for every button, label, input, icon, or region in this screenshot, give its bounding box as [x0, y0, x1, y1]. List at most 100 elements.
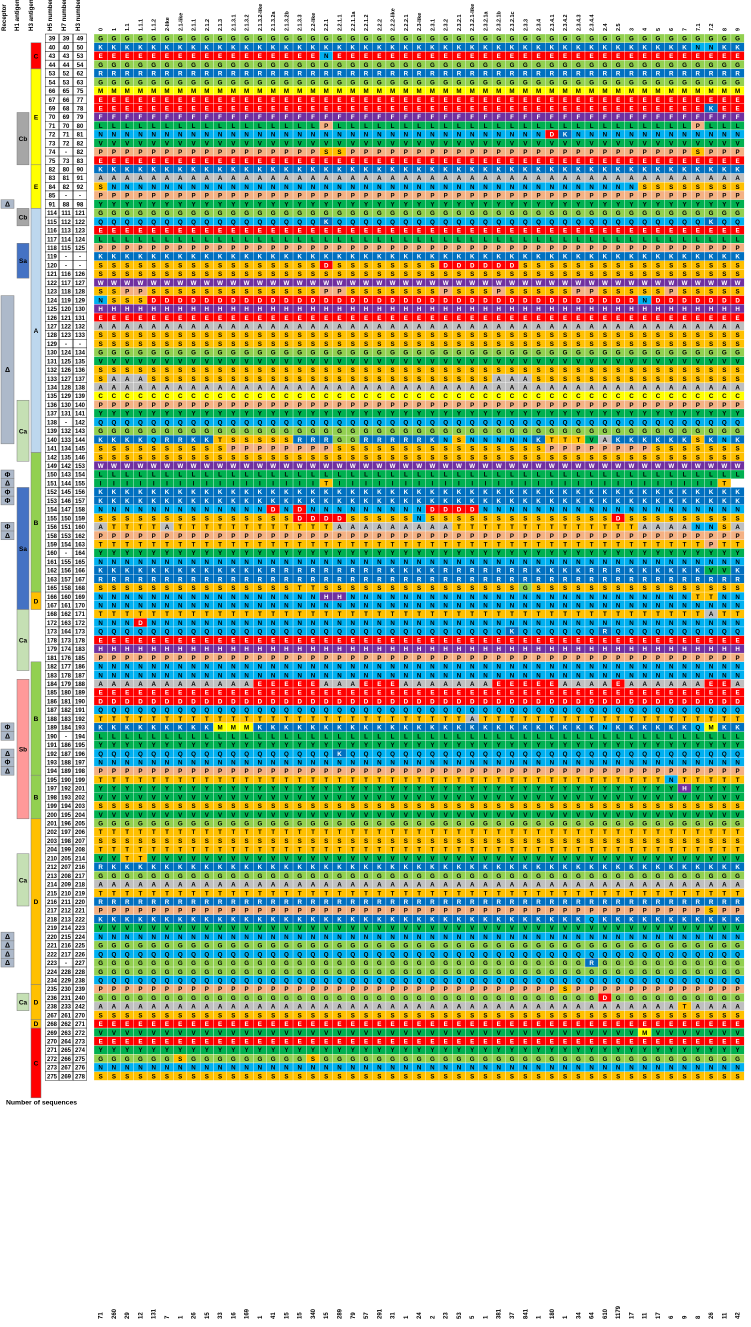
residue-letter: P	[590, 402, 594, 409]
residue-letter: N	[165, 132, 170, 139]
residue-letter: K	[324, 44, 329, 51]
residue-letter: S	[324, 271, 328, 278]
residue-letter: E	[682, 158, 686, 165]
residue-letter: S	[417, 332, 421, 339]
residue-letter: P	[444, 245, 448, 252]
clade-label: 2.1.1	[192, 19, 198, 31]
residue-letter: S	[258, 289, 262, 296]
residue-letter: P	[404, 149, 408, 156]
residue-letter: E	[736, 228, 740, 235]
residue-letter: L	[324, 236, 328, 243]
residue-letter: S	[497, 332, 501, 339]
residue-letter: E	[682, 228, 686, 235]
residue-letter: E	[563, 105, 567, 112]
residue-letter: E	[311, 105, 315, 112]
residue-letter: K	[205, 254, 210, 261]
residue-letter: P	[112, 402, 116, 409]
residue-letter: Q	[257, 419, 262, 426]
residue-letter: G	[284, 428, 289, 435]
residue-letter: E	[311, 97, 315, 104]
residue-letter: R	[417, 71, 422, 78]
residue-letter: G	[523, 79, 528, 86]
residue-letter: K	[231, 254, 236, 261]
residue-letter: E	[696, 105, 700, 112]
residue-letter: P	[563, 149, 567, 156]
residue-letter: A	[112, 385, 117, 392]
residue-letter: G	[417, 79, 422, 86]
residue-letter: G	[231, 36, 236, 43]
residue-letter: C	[603, 393, 608, 400]
clade-label: 2.3.2.1a	[483, 11, 489, 31]
residue-letter: R	[576, 71, 581, 78]
residue-letter: L	[231, 123, 235, 130]
residue-letter: S	[112, 271, 116, 278]
residue-letter: S	[483, 367, 487, 374]
residue-letter: P	[112, 193, 116, 200]
clade-label: 2.1.3.2-like	[258, 4, 264, 31]
residue-letter: N	[205, 184, 210, 191]
residue-letter: S	[218, 271, 222, 278]
residue-letter: E	[364, 228, 368, 235]
residue-letter: K	[125, 44, 130, 51]
residue-letter: W	[735, 280, 741, 287]
clade-label: 3	[629, 28, 635, 31]
residue-letter: S	[404, 271, 408, 278]
residue-letter: G	[165, 62, 170, 69]
residue-letter: L	[563, 236, 567, 243]
residue-letter: A	[682, 323, 687, 330]
residue-letter: R	[337, 71, 342, 78]
residue-letter: S	[709, 271, 713, 278]
residue-letter: E	[643, 228, 647, 235]
residue-letter: L	[338, 123, 342, 130]
residue-letter: C	[165, 393, 170, 400]
residue-letter: S	[99, 341, 103, 348]
residue-letter: P	[536, 402, 540, 409]
position-number: -	[65, 342, 67, 348]
residue-letter: Q	[377, 419, 382, 426]
residue-letter: A	[430, 323, 435, 330]
residue-letter: E	[497, 97, 501, 104]
residue-letter: S	[99, 367, 103, 374]
residue-letter: N	[443, 184, 448, 191]
residue-letter: A	[125, 323, 130, 330]
residue-letter: Q	[231, 419, 236, 426]
residue-letter: C	[616, 393, 621, 400]
residue-letter: G	[125, 350, 130, 357]
residue-letter: C	[205, 393, 210, 400]
residue-letter: K	[138, 44, 143, 51]
clade-label: 5	[656, 28, 662, 31]
residue-letter: C	[151, 393, 156, 400]
residue-letter: S	[656, 332, 660, 339]
residue-letter: R	[258, 71, 263, 78]
clade-label: 0	[99, 28, 105, 31]
residue-letter: E	[590, 53, 594, 60]
residue-letter: G	[722, 79, 727, 86]
residue-letter: N	[337, 132, 342, 139]
residue-letter: S	[616, 341, 620, 348]
residue-letter: G	[271, 36, 276, 43]
residue-letter: G	[178, 36, 183, 43]
residue-letter: P	[218, 193, 222, 200]
residue-letter: E	[218, 97, 222, 104]
residue-letter: P	[271, 446, 275, 453]
residue-letter: E	[152, 228, 156, 235]
residue-letter: G	[311, 428, 316, 435]
clade-label: 1.1.1	[138, 19, 144, 31]
residue-letter: P	[218, 149, 222, 156]
residue-letter: Q	[656, 219, 661, 226]
residue-letter: K	[258, 167, 263, 174]
residue-letter: Q	[218, 219, 223, 226]
residue-letter: E	[483, 97, 487, 104]
residue-letter: L	[417, 123, 421, 130]
residue-letter: E	[284, 158, 288, 165]
residue-letter: S	[298, 262, 302, 269]
residue-letter: P	[165, 193, 169, 200]
residue-letter: S	[284, 376, 288, 383]
residue-letter: L	[523, 236, 527, 243]
position-number: 129	[75, 298, 86, 304]
residue-letter: L	[271, 236, 275, 243]
residue-letter: G	[403, 79, 408, 86]
residue-letter: A	[523, 376, 528, 383]
residue-letter: M	[98, 88, 103, 95]
residue-letter: H	[629, 306, 634, 313]
